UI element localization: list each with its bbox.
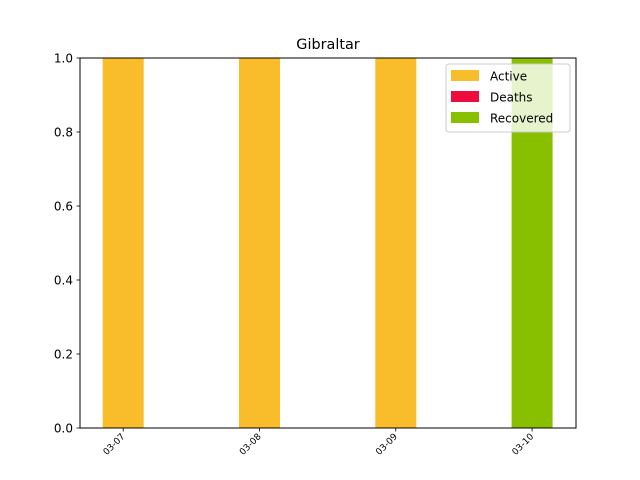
legend-label-deaths: Deaths: [490, 91, 533, 105]
legend-label-recovered: Recovered: [490, 112, 553, 126]
x-tick-label: 03-08: [238, 432, 264, 458]
y-tick-label: 0.6: [54, 200, 73, 214]
y-axis: 0.0 0.2 0.4 0.6 0.8 1.0: [54, 52, 80, 436]
y-tick-label: 0.0: [54, 422, 73, 436]
legend-label-active: Active: [490, 70, 527, 84]
y-tick-label: 0.8: [54, 126, 73, 140]
x-tick-label: 03-07: [102, 432, 128, 458]
legend-swatch-deaths: [451, 91, 479, 102]
bar-active-03-09: [375, 58, 417, 428]
y-tick-label: 1.0: [54, 52, 73, 66]
x-tick-label: 03-09: [374, 432, 400, 458]
bar-active-03-07: [102, 58, 144, 428]
chart-title: Gibraltar: [296, 37, 359, 53]
legend-swatch-recovered: [451, 112, 479, 123]
legend: Active Deaths Recovered: [445, 63, 571, 133]
plot-frame: [79, 57, 577, 429]
y-tick-label: 0.4: [54, 274, 73, 288]
x-tick-label: 03-10: [511, 432, 537, 458]
x-axis: 03-07 03-08 03-09 03-10: [102, 428, 537, 458]
y-tick-label: 0.2: [54, 348, 73, 362]
bar-active-03-08: [239, 58, 280, 428]
legend-swatch-active: [451, 70, 479, 81]
